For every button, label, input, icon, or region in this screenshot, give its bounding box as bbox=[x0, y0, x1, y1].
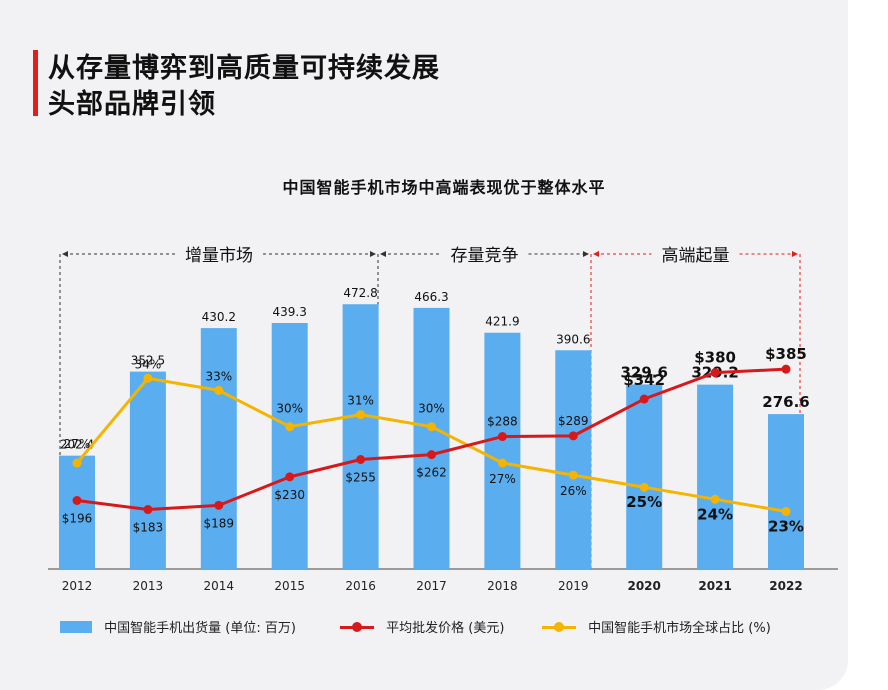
phase-label: 存量竞争 bbox=[451, 246, 519, 266]
share-data-label: 33% bbox=[205, 369, 232, 383]
share-point bbox=[427, 422, 436, 432]
chart-title: 中国智能手机市场中高端表现优于整体水平 bbox=[282, 178, 606, 197]
price-point bbox=[781, 364, 791, 374]
x-tick-label: 2018 bbox=[487, 579, 518, 593]
price-data-label: $380 bbox=[694, 349, 736, 367]
price-point bbox=[710, 368, 720, 378]
bar bbox=[342, 304, 379, 569]
legend-swatch-price bbox=[340, 621, 374, 633]
legend-item-price: 平均批发价格 (美元) bbox=[340, 617, 504, 637]
bar-value-label: 421.9 bbox=[485, 315, 519, 329]
bar-value-label: 472.8 bbox=[343, 286, 377, 300]
x-tick-label: 2015 bbox=[274, 579, 305, 593]
share-point bbox=[214, 385, 224, 395]
x-tick-label: 2012 bbox=[62, 579, 93, 593]
price-point bbox=[568, 431, 578, 441]
price-data-label: $289 bbox=[558, 414, 589, 428]
share-data-label: 25% bbox=[626, 493, 662, 511]
bar bbox=[697, 384, 734, 569]
legend-item-share: 中国智能手机市场全球占比 (%) bbox=[542, 617, 771, 637]
bar bbox=[271, 322, 308, 569]
share-data-label: 27% bbox=[489, 472, 516, 486]
x-tick-label: 2014 bbox=[204, 579, 235, 593]
bar-value-label: 466.3 bbox=[414, 290, 448, 304]
combo-chart: 增量市场 存量竞争 高端起量 202.4 352.5 430.2 439.3 472.8 466… bbox=[48, 246, 838, 593]
bar bbox=[59, 455, 95, 569]
x-tick-label: 2019 bbox=[558, 579, 589, 593]
price-data-label: $230 bbox=[274, 488, 305, 502]
share-data-label: 24% bbox=[697, 505, 733, 523]
legend-item-shipments: 中国智能手机出货量 (单位: 百万) bbox=[60, 617, 296, 637]
bar-value-label: 352.5 bbox=[131, 354, 165, 368]
price-data-label: $385 bbox=[765, 345, 807, 363]
share-data-label: 30% bbox=[418, 402, 445, 416]
price-data-label: $342 bbox=[623, 371, 665, 389]
bar-value-label: 276.6 bbox=[762, 393, 809, 411]
x-tick-label: 2021 bbox=[698, 579, 731, 593]
phase-arrowhead-right bbox=[583, 251, 589, 257]
price-point bbox=[497, 432, 507, 442]
share-data-label: 23% bbox=[768, 517, 804, 535]
share-point bbox=[143, 373, 153, 383]
phase-label: 增量市场 bbox=[185, 246, 253, 266]
legend-swatch-bar bbox=[60, 620, 92, 633]
bar bbox=[200, 328, 237, 569]
share-data-label: 30% bbox=[276, 402, 303, 416]
share-data-label: 27% bbox=[64, 437, 91, 451]
legend-swatch-share bbox=[542, 621, 576, 633]
price-data-label: $255 bbox=[345, 470, 376, 484]
price-data-label: $189 bbox=[204, 516, 235, 530]
share-data-label: 26% bbox=[560, 484, 587, 498]
phase-arrowhead-left bbox=[380, 251, 386, 257]
price-data-label: $262 bbox=[416, 466, 447, 480]
x-tick-label: 2013 bbox=[133, 579, 164, 593]
bar bbox=[768, 414, 804, 569]
title-accent-bar bbox=[33, 50, 38, 116]
price-data-label: $196 bbox=[62, 512, 93, 526]
share-data-label: 31% bbox=[347, 394, 374, 408]
share-point bbox=[781, 506, 791, 516]
x-tick-label: 2016 bbox=[345, 579, 376, 593]
phase-arrowhead-right bbox=[370, 251, 376, 257]
price-point bbox=[285, 472, 295, 482]
share-point bbox=[356, 410, 366, 420]
share-point bbox=[72, 458, 82, 468]
price-point bbox=[72, 496, 82, 505]
bar bbox=[555, 350, 592, 569]
share-point bbox=[710, 494, 720, 504]
share-point bbox=[639, 482, 649, 492]
share-data-label: 34% bbox=[135, 357, 162, 371]
price-point bbox=[214, 500, 224, 510]
page-title-line2: 头部品牌引领 bbox=[48, 89, 216, 120]
x-tick-label: 2020 bbox=[627, 579, 660, 593]
legend-label-shipments: 中国智能手机出货量 (单位: 百万) bbox=[104, 621, 296, 636]
bar-value-label: 439.3 bbox=[273, 305, 307, 319]
x-tick-label: 2017 bbox=[416, 579, 447, 593]
price-data-label: $183 bbox=[133, 521, 164, 535]
share-point bbox=[497, 458, 507, 468]
phase-arrowhead-left bbox=[593, 251, 599, 257]
bar-value-label: 202.4 bbox=[60, 438, 94, 452]
price-point bbox=[356, 454, 366, 464]
share-point bbox=[285, 422, 295, 432]
share-point bbox=[568, 470, 578, 480]
legend-label-share: 中国智能手机市场全球占比 (%) bbox=[588, 621, 771, 636]
price-point bbox=[427, 450, 436, 460]
bar bbox=[484, 332, 521, 569]
price-point bbox=[639, 394, 649, 404]
phase-label: 高端起量 bbox=[662, 246, 730, 266]
bar bbox=[626, 384, 663, 569]
phase-arrowhead-left bbox=[62, 251, 68, 257]
bar bbox=[413, 307, 450, 569]
bar-value-label: 329.6 bbox=[620, 363, 667, 381]
price-point bbox=[143, 505, 153, 515]
bar bbox=[129, 371, 166, 569]
page-title-line1: 从存量博弈到高质量可持续发展 bbox=[48, 53, 440, 84]
bar-value-label: 430.2 bbox=[202, 310, 236, 324]
legend-label-price: 平均批发价格 (美元) bbox=[386, 621, 505, 636]
phase-arrowhead-right bbox=[792, 251, 798, 257]
x-tick-label: 2022 bbox=[769, 579, 802, 593]
price-data-label: $288 bbox=[487, 415, 518, 429]
bar-value-label: 390.6 bbox=[556, 332, 590, 346]
